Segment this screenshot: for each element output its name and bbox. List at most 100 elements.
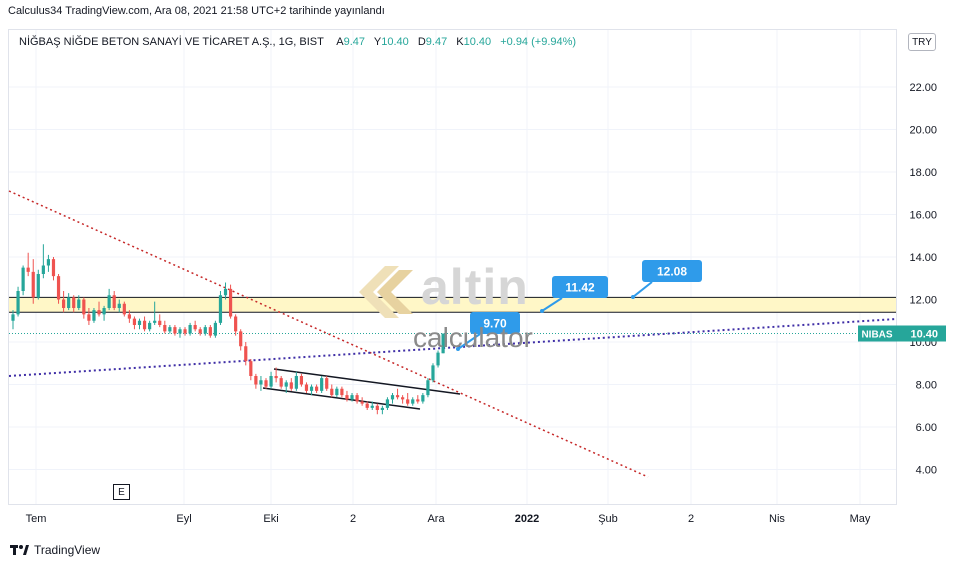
candle[interactable] xyxy=(193,320,197,332)
candle[interactable] xyxy=(127,310,131,323)
candle[interactable] xyxy=(208,325,212,338)
candle[interactable] xyxy=(158,314,162,328)
candle[interactable] xyxy=(122,301,126,317)
uptrend-line[interactable] xyxy=(8,318,897,377)
candle[interactable] xyxy=(72,295,76,313)
tradingview-brand[interactable]: TradingView xyxy=(10,543,100,557)
candle[interactable] xyxy=(16,286,20,317)
candle[interactable] xyxy=(188,322,192,336)
downtrend-line[interactable] xyxy=(8,190,649,478)
candle[interactable] xyxy=(26,252,30,277)
candle[interactable] xyxy=(148,320,152,332)
candle[interactable] xyxy=(315,384,319,394)
candle[interactable] xyxy=(254,373,258,389)
candle[interactable] xyxy=(183,327,187,336)
candle[interactable] xyxy=(234,314,238,336)
candle[interactable] xyxy=(67,293,71,311)
candle[interactable] xyxy=(21,265,25,296)
candle[interactable] xyxy=(153,301,157,325)
candle[interactable] xyxy=(325,376,329,391)
candles xyxy=(11,244,445,415)
candle[interactable] xyxy=(11,310,15,330)
candle[interactable] xyxy=(279,376,283,389)
candle[interactable] xyxy=(304,382,309,393)
candle[interactable] xyxy=(46,254,51,272)
price-callout[interactable]: 9.70 xyxy=(456,312,520,351)
candle[interactable] xyxy=(244,342,248,366)
candle[interactable] xyxy=(431,363,435,383)
plot-area[interactable] xyxy=(8,29,897,505)
candle[interactable] xyxy=(77,295,81,311)
candle[interactable] xyxy=(239,329,243,351)
candle[interactable] xyxy=(289,378,293,391)
candle[interactable] xyxy=(163,320,167,334)
candle[interactable] xyxy=(294,371,298,391)
candle[interactable] xyxy=(380,405,384,415)
candle[interactable] xyxy=(168,325,172,334)
resistance-zone[interactable] xyxy=(9,297,896,313)
candle[interactable] xyxy=(228,284,233,319)
candle[interactable] xyxy=(173,325,177,336)
candle[interactable] xyxy=(102,305,106,321)
candle[interactable] xyxy=(330,384,334,398)
candle[interactable] xyxy=(436,350,440,368)
candle[interactable] xyxy=(390,393,395,404)
callout-label: 9.70 xyxy=(483,317,507,331)
candle[interactable] xyxy=(421,393,425,404)
candle[interactable] xyxy=(112,291,116,311)
price-callout[interactable]: 11.42 xyxy=(540,276,608,313)
candle[interactable] xyxy=(340,386,344,398)
candle[interactable] xyxy=(51,257,56,281)
candle[interactable] xyxy=(350,393,354,402)
candle[interactable] xyxy=(41,244,45,279)
candle[interactable] xyxy=(82,297,86,319)
candle[interactable] xyxy=(203,325,207,336)
candle[interactable] xyxy=(345,390,349,402)
candle[interactable] xyxy=(416,395,420,404)
candle[interactable] xyxy=(355,393,359,404)
candle[interactable] xyxy=(223,282,228,300)
candle[interactable] xyxy=(249,359,253,381)
candle[interactable] xyxy=(178,327,182,338)
candle[interactable] xyxy=(401,395,405,404)
candle[interactable] xyxy=(299,373,304,387)
candle[interactable] xyxy=(117,299,121,313)
candle[interactable] xyxy=(385,397,390,410)
candle[interactable] xyxy=(375,403,379,415)
candle[interactable] xyxy=(218,291,223,325)
candle[interactable] xyxy=(365,401,369,411)
candle[interactable] xyxy=(284,380,288,393)
candle[interactable] xyxy=(62,291,66,313)
candle[interactable] xyxy=(137,318,142,330)
candle[interactable] xyxy=(395,388,400,400)
candle[interactable] xyxy=(370,401,374,411)
price-callout[interactable]: 12.08 xyxy=(631,260,702,299)
earnings-event-badge[interactable]: E xyxy=(113,484,130,500)
candle[interactable] xyxy=(87,308,91,325)
candle[interactable] xyxy=(132,316,137,330)
candle[interactable] xyxy=(426,378,430,398)
candle[interactable] xyxy=(406,393,410,406)
candle[interactable] xyxy=(107,288,111,311)
candle[interactable] xyxy=(31,259,35,304)
candle[interactable] xyxy=(274,367,278,383)
candle[interactable] xyxy=(36,269,40,300)
candle[interactable] xyxy=(142,316,147,332)
candle[interactable] xyxy=(411,397,415,406)
candle[interactable] xyxy=(198,327,202,336)
candle[interactable] xyxy=(92,308,96,323)
candle[interactable] xyxy=(320,376,324,393)
channel-lower-line[interactable] xyxy=(262,387,421,410)
candle[interactable] xyxy=(259,376,263,391)
candle[interactable] xyxy=(335,386,339,398)
candle[interactable] xyxy=(309,384,314,396)
candle[interactable] xyxy=(264,378,268,389)
candle[interactable] xyxy=(56,274,61,304)
candle[interactable] xyxy=(213,320,217,338)
candle[interactable] xyxy=(269,371,273,389)
candle[interactable] xyxy=(441,333,445,354)
currency-button[interactable]: TRY xyxy=(908,33,936,51)
candle[interactable] xyxy=(360,397,364,406)
candle[interactable] xyxy=(97,301,101,317)
